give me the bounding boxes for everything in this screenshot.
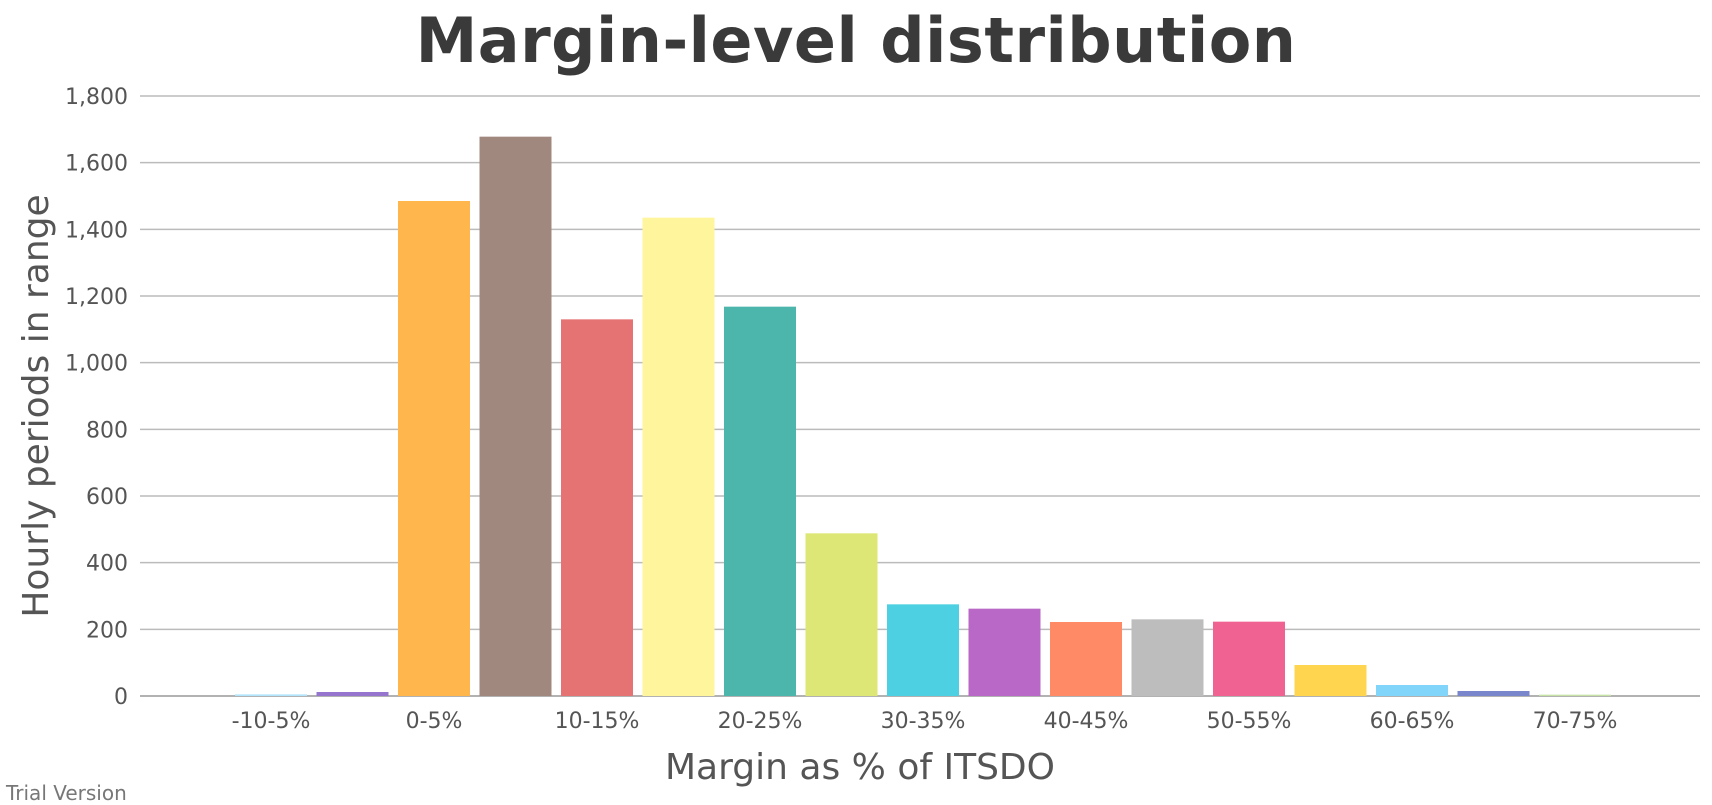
watermark-text: Trial Version bbox=[6, 781, 127, 805]
bar-10-15% bbox=[561, 319, 633, 696]
y-tick-label: 400 bbox=[86, 552, 128, 577]
bar-15-20% bbox=[642, 217, 715, 696]
bars bbox=[235, 136, 1611, 696]
y-tick-label: 1,200 bbox=[65, 285, 128, 310]
x-tick-label: 30-35% bbox=[881, 709, 966, 734]
bar-25-30% bbox=[805, 533, 878, 696]
bar-65-70% bbox=[1457, 691, 1530, 696]
y-tick-label: 200 bbox=[86, 618, 128, 643]
bar-30-35% bbox=[887, 604, 959, 696]
bar--5-0% bbox=[316, 692, 389, 696]
x-axis-title: Margin as % of ITSDO bbox=[665, 747, 1055, 788]
bar-35-40% bbox=[968, 608, 1041, 696]
y-tick-label: 600 bbox=[86, 485, 128, 510]
x-tick-label: 40-45% bbox=[1044, 709, 1129, 734]
x-tick-label: 50-55% bbox=[1207, 709, 1292, 734]
y-tick-label: 800 bbox=[86, 418, 128, 443]
y-tick-label: 1,000 bbox=[65, 352, 128, 377]
y-tick-label: 1,400 bbox=[65, 218, 128, 243]
bar-60-65% bbox=[1376, 685, 1448, 696]
bar--10-5% bbox=[235, 694, 307, 696]
x-tick-label: 70-75% bbox=[1533, 709, 1618, 734]
x-tick-label: 60-65% bbox=[1370, 709, 1455, 734]
bar-45-50% bbox=[1131, 619, 1204, 696]
x-tick-label: -10-5% bbox=[232, 709, 311, 734]
bar-5-10% bbox=[479, 136, 552, 696]
y-tick-label: 0 bbox=[114, 685, 128, 710]
chart-title: Margin-level distribution bbox=[415, 4, 1297, 77]
y-tick-label: 1,800 bbox=[65, 85, 128, 110]
bar-55-60% bbox=[1294, 665, 1367, 696]
y-tick-label: 1,600 bbox=[65, 152, 128, 177]
y-axis-ticks: 0 200 400 600 800 1,000 1,200 1,400 1,600 1,800 bbox=[65, 85, 128, 710]
x-tick-label: 20-25% bbox=[718, 709, 803, 734]
y-axis-title: Hourly periods in range bbox=[16, 194, 57, 617]
x-tick-label: 10-15% bbox=[555, 709, 640, 734]
bar-40-45% bbox=[1050, 622, 1122, 696]
bar-20-25% bbox=[724, 306, 796, 696]
bar-70-75% bbox=[1539, 694, 1611, 696]
bar-0-5% bbox=[398, 201, 470, 696]
x-axis-ticks: -10-5% 0-5% 10-15% 20-25% 30-35% 40-45% 50-55%… bbox=[232, 709, 1618, 734]
x-tick-label: 0-5% bbox=[406, 709, 463, 734]
bar-50-55% bbox=[1213, 621, 1285, 696]
